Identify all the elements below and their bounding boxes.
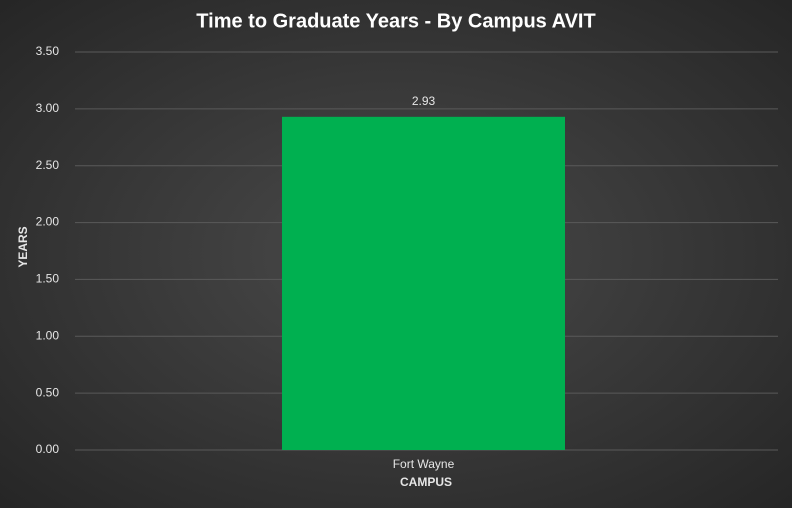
y-tick-label: 3.50 <box>36 44 60 58</box>
bar <box>282 116 565 451</box>
x-tick-label: Fort Wayne <box>393 457 455 471</box>
y-tick-label: 0.00 <box>36 442 60 456</box>
y-tick-label: 3.00 <box>36 101 60 115</box>
y-tick-label: 2.50 <box>36 158 60 172</box>
x-axis-label: CAMPUS <box>400 475 452 489</box>
chart-title: Time to Graduate Years - By Campus AVIT <box>196 10 595 32</box>
y-tick-label: 1.50 <box>36 272 60 286</box>
y-tick-label: 0.50 <box>36 385 60 399</box>
y-axis-label: YEARS <box>16 226 30 267</box>
y-tick-label: 1.00 <box>36 328 60 342</box>
y-tick-label: 2.00 <box>36 215 60 229</box>
value-label: 2.93 <box>412 94 436 108</box>
